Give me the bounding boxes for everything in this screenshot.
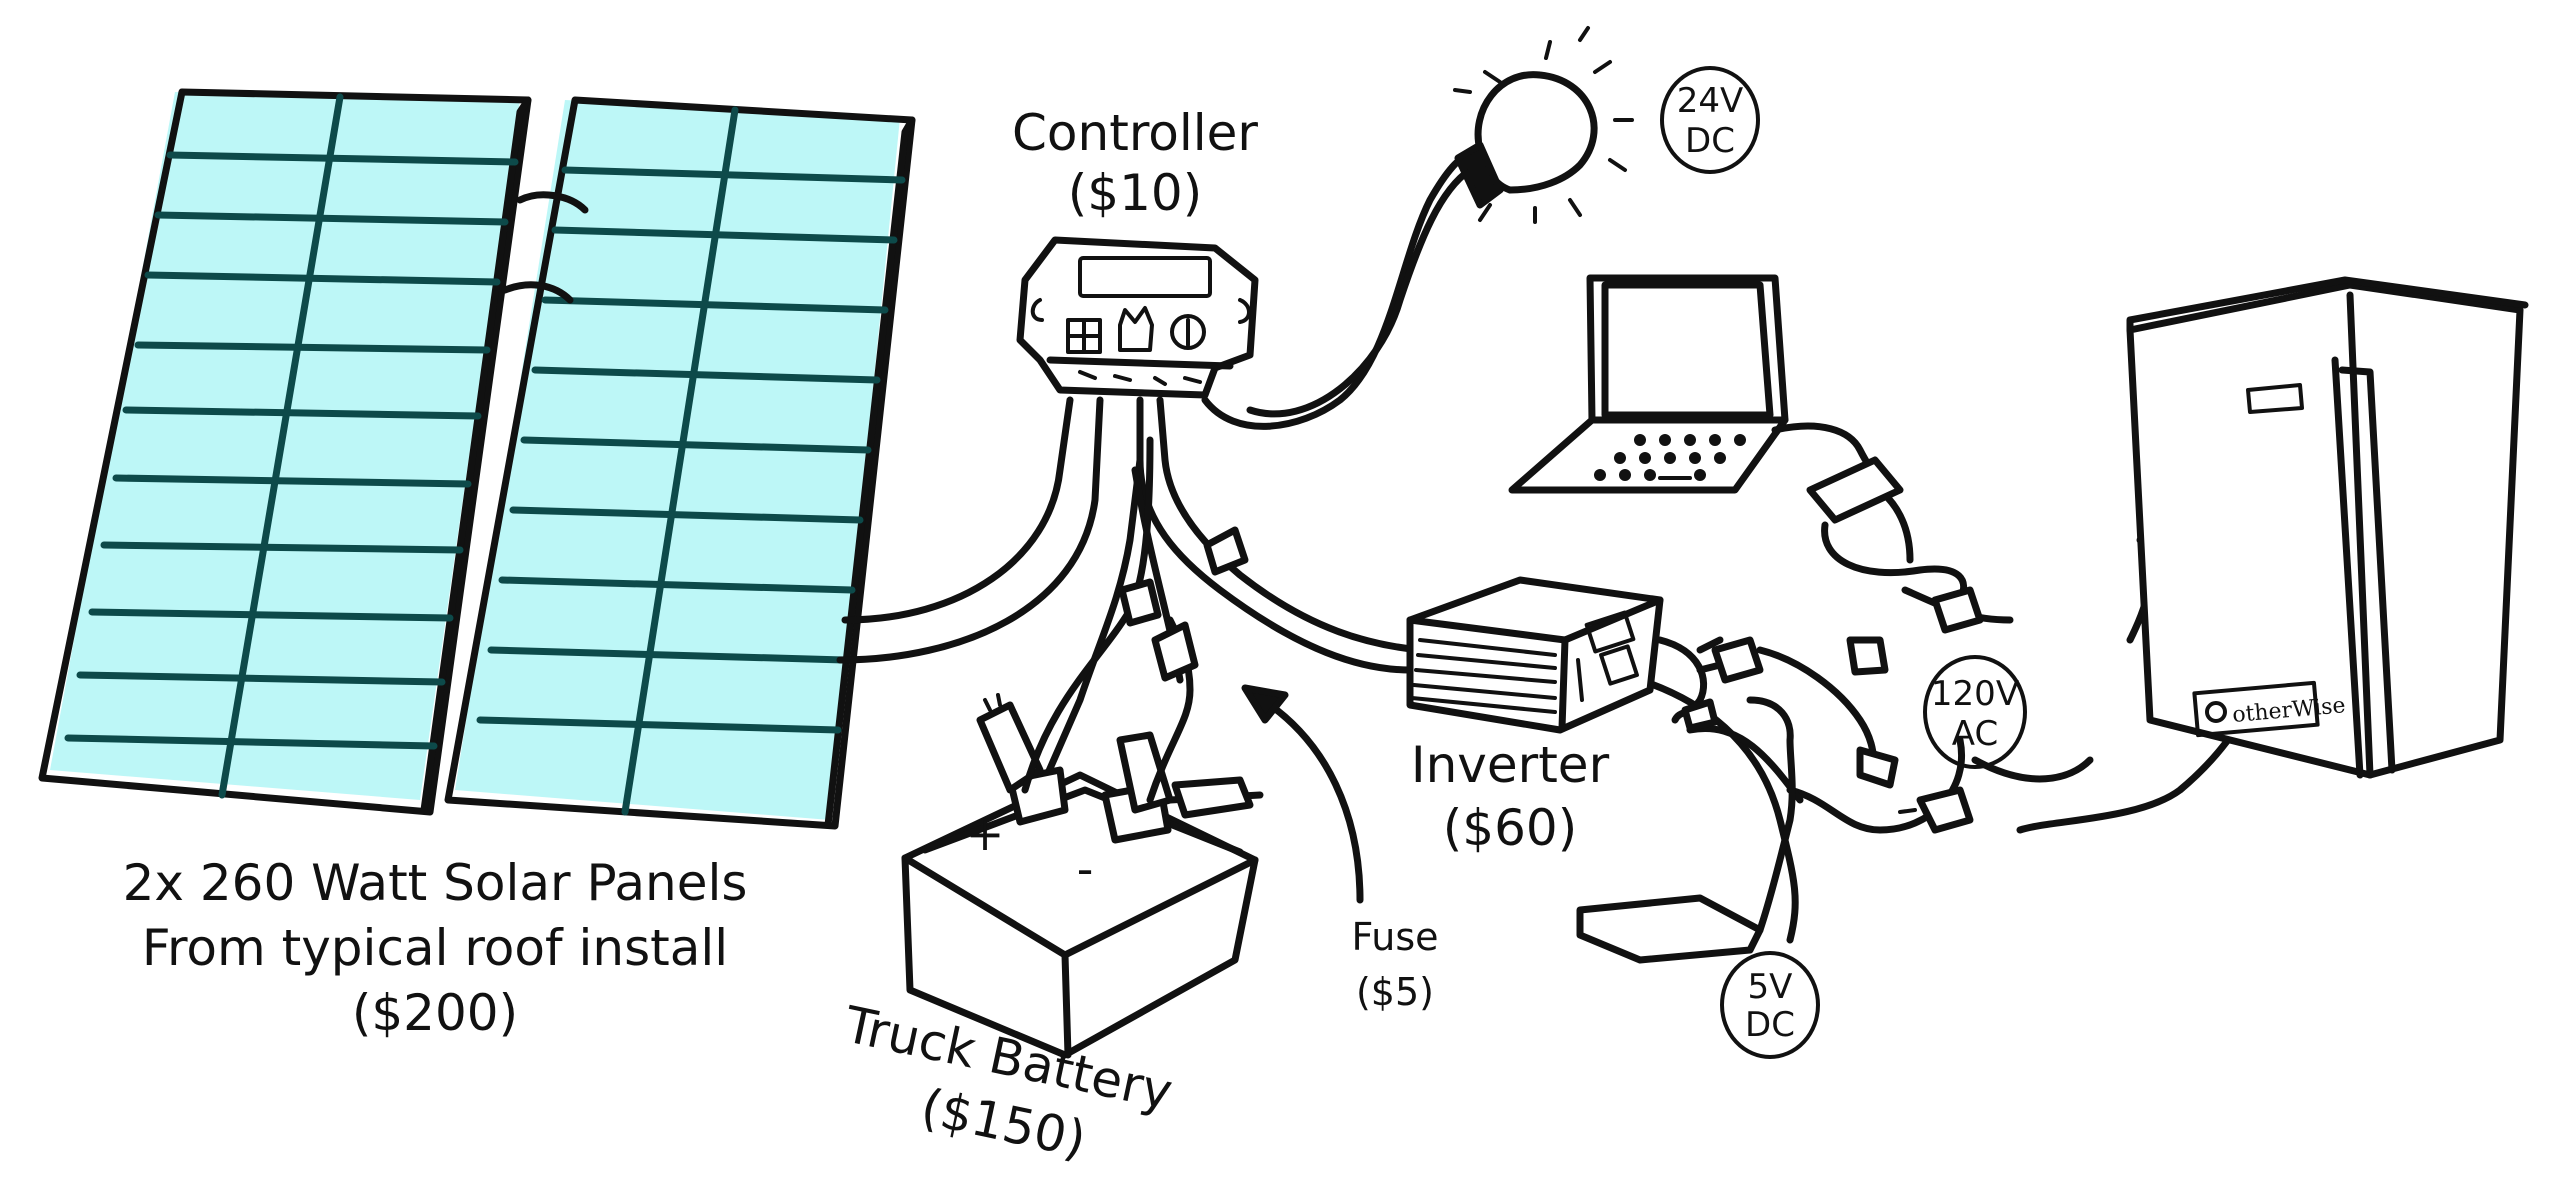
battery-minus-sign: - xyxy=(1077,842,1094,896)
ac-plugs xyxy=(1711,636,1974,834)
inverter-label: Inverter xyxy=(1411,736,1610,794)
fuse-arrow xyxy=(1241,684,1364,904)
truck-battery xyxy=(901,766,1259,1059)
badge-120v-line2: AC xyxy=(1952,714,1998,754)
inverter xyxy=(1406,576,1724,734)
badge-24v-dc xyxy=(1660,66,1760,174)
usb-power-bank xyxy=(1576,696,1796,964)
solar-panels-label-line2: From typical roof install xyxy=(142,919,728,977)
solar-panels-price: ($200) xyxy=(352,984,518,1042)
badge-24v-line2: DC xyxy=(1685,121,1735,161)
controller-price: ($10) xyxy=(1068,164,1202,222)
battery-plus-sign: + xyxy=(966,807,1005,861)
badge-5v-line2: DC xyxy=(1745,1005,1795,1045)
badge-120v-ac xyxy=(1923,655,2027,769)
fuse-price: ($5) xyxy=(1356,970,1434,1014)
badge-120v-line1: 120V xyxy=(1931,674,2019,714)
controller-label: Controller xyxy=(1012,104,1258,162)
charge-controller xyxy=(1016,236,1259,399)
light-bulb xyxy=(1453,26,1634,224)
inverter-price: ($60) xyxy=(1443,799,1577,857)
mini-fridge xyxy=(2126,276,2529,779)
solar-panels-label-line1: 2x 260 Watt Solar Panels xyxy=(123,854,748,912)
solar-panel-left xyxy=(38,88,532,816)
solar-panel-right xyxy=(444,96,916,830)
badge-5v-dc xyxy=(1720,951,1820,1059)
badge-24v-line1: 24V xyxy=(1677,81,1744,121)
laptop xyxy=(1508,274,1984,634)
battery-clamps xyxy=(976,436,1264,819)
panel-connector xyxy=(501,191,589,304)
badge-5v-line1: 5V xyxy=(1748,967,1793,1007)
fuse-label: Fuse xyxy=(1351,915,1438,959)
